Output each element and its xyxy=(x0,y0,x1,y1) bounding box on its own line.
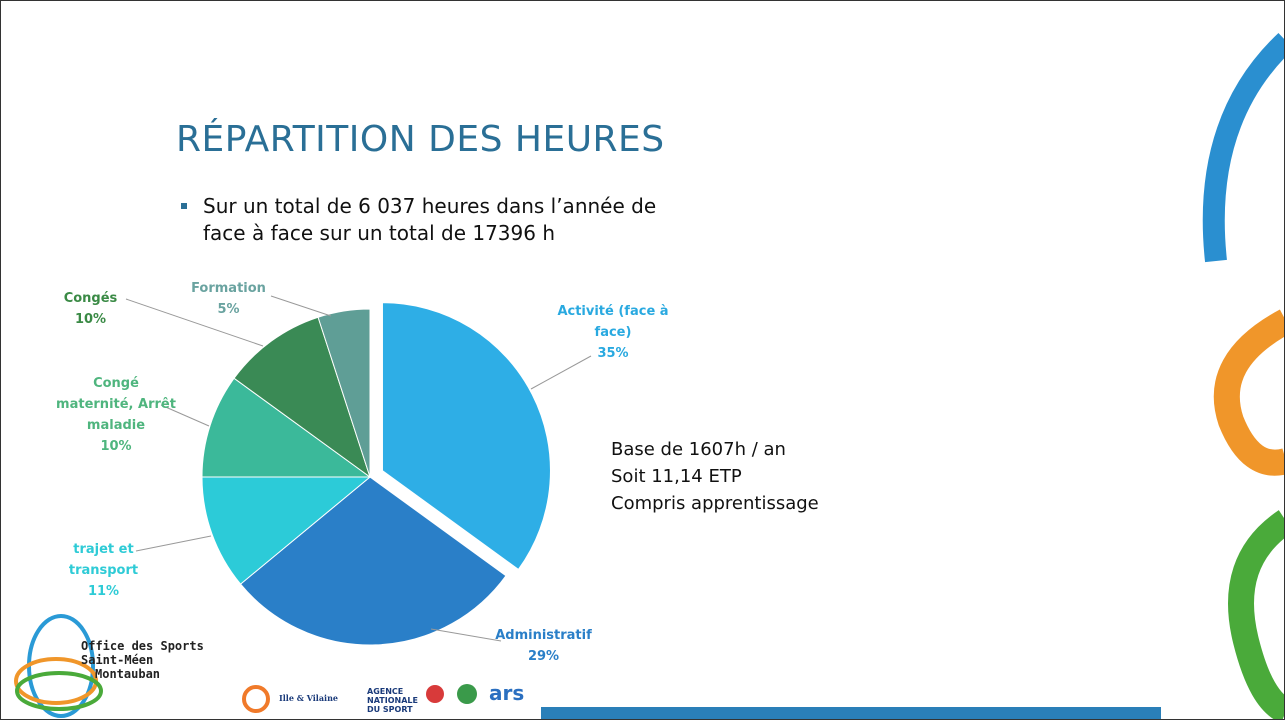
partner-name: AGENCE NATIONALE DU SPORT xyxy=(367,687,427,714)
partner-name: ars xyxy=(489,681,524,705)
logo-text: Office des Sports Saint-Méen Montauban xyxy=(81,639,204,681)
bullet: Sur un total de 6 037 heures dans l’anné… xyxy=(181,193,681,247)
slice-label: Activité (face à face)35% xyxy=(553,301,673,364)
value-label: 29% xyxy=(486,646,601,667)
partner-name: Ille & Vilaine xyxy=(279,693,338,703)
logo-line: Montauban xyxy=(81,667,204,681)
value-label: 5% xyxy=(181,299,276,320)
category-name: Formation xyxy=(181,278,276,299)
value-label: 35% xyxy=(553,343,673,364)
leader-line xyxy=(271,296,331,316)
slide: RÉPARTITION DES HEURES Sur un total de 6… xyxy=(0,0,1285,720)
logo-line: Saint-Méen xyxy=(81,653,204,667)
note-line: Compris apprentissage xyxy=(611,490,819,517)
note-line: Soit 11,14 ETP xyxy=(611,463,819,490)
note: Base de 1607h / an Soit 11,14 ETP Compri… xyxy=(611,436,819,517)
bullet-dot xyxy=(181,203,187,209)
value-label: 10% xyxy=(56,436,176,457)
value-label: 11% xyxy=(56,581,151,602)
category-name: trajet et transport xyxy=(56,539,151,581)
logo-line: Office des Sports xyxy=(81,639,204,653)
value-label: 10% xyxy=(53,309,128,330)
category-name: Activité (face à face) xyxy=(553,301,673,343)
category-name: Congés xyxy=(53,288,128,309)
slide-title: RÉPARTITION DES HEURES xyxy=(176,119,665,160)
category-name: Congé maternité, Arrêt maladie xyxy=(56,373,176,436)
note-line: Base de 1607h / an xyxy=(611,436,819,463)
bullet-text: Sur un total de 6 037 heures dans l’anné… xyxy=(203,193,681,247)
category-name: Administratif xyxy=(486,625,601,646)
